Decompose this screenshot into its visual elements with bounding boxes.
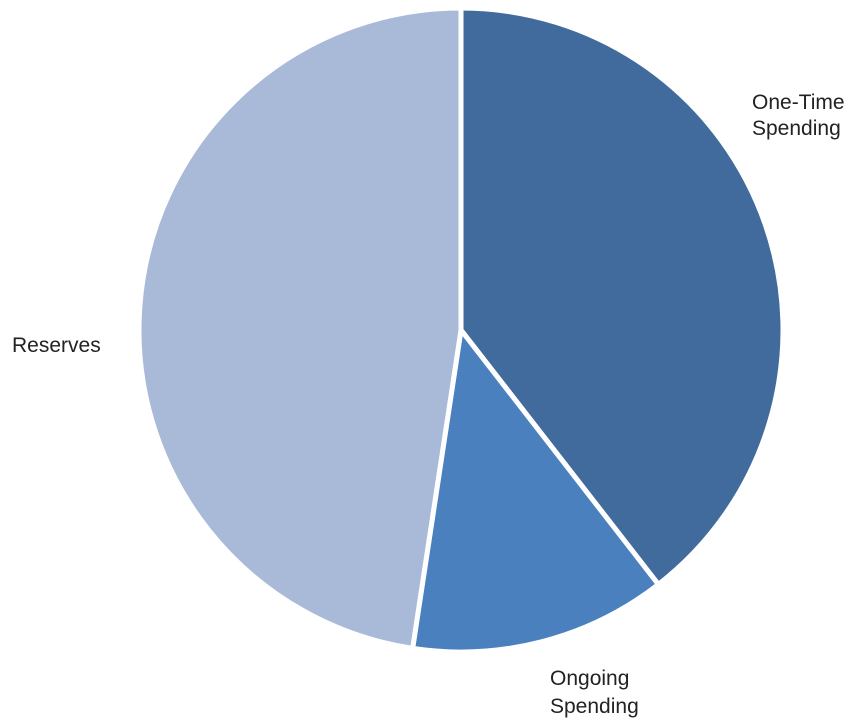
- pie-slice-one-time-spending: [458, 5, 786, 587]
- pie-slice-reserves: [136, 5, 464, 651]
- label-ongoing-spending-line-1: Ongoing: [550, 667, 629, 690]
- label-one-time-spending: One-Time Spending: [752, 91, 850, 140]
- label-one-time-spending-line-2: Spending: [752, 117, 841, 140]
- label-reserves-line-1: Reserves: [12, 334, 101, 357]
- label-one-time-spending-line-1: One-Time: [752, 91, 845, 114]
- label-reserves: Reserves: [12, 334, 101, 357]
- label-ongoing-spending-line-2: Spending: [550, 695, 639, 718]
- pie-slices: [136, 5, 786, 655]
- pie-slice-ongoing-spending: [410, 327, 661, 655]
- label-ongoing-spending: Ongoing Spending: [550, 667, 639, 718]
